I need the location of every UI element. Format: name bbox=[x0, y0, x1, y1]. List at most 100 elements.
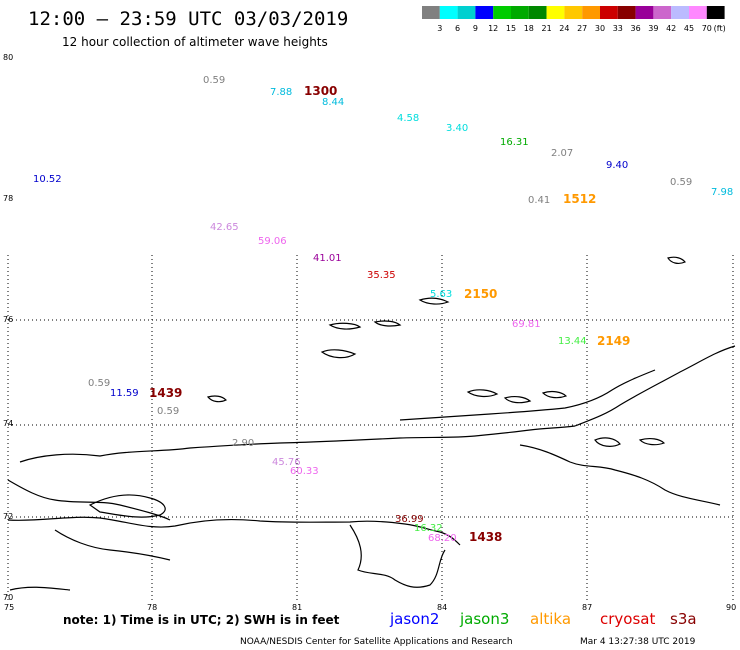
satellite-legend-s3a: s3a bbox=[670, 610, 697, 628]
lon-label-75: 75 bbox=[4, 603, 14, 612]
scale-swatch bbox=[689, 6, 707, 19]
wave-height-label: 69.81 bbox=[512, 319, 541, 330]
scale-swatch bbox=[617, 6, 636, 19]
scale-swatch bbox=[475, 6, 494, 19]
pass-time-label: 1512 bbox=[563, 192, 596, 206]
coastlines bbox=[7, 256, 736, 591]
lat-label-76: 76 bbox=[3, 315, 13, 324]
axis-labels: 75 78 81 84 87 90 80 78 76 74 72 70 bbox=[3, 53, 736, 612]
wave-height-label: 0.59 bbox=[157, 406, 179, 417]
satellite-legend-jason3: jason3 bbox=[459, 610, 509, 628]
wave-height-color-scale: 3 6 9 12 15 18 21 24 27 30 33 36 39 42 45 70 (ft) bbox=[422, 6, 726, 33]
wave-height-label: 16.31 bbox=[500, 137, 529, 148]
wave-height-label: 5.63 bbox=[430, 289, 452, 300]
scale-swatch bbox=[706, 6, 725, 19]
wave-height-label: 60.33 bbox=[290, 466, 319, 477]
island-3 bbox=[418, 297, 450, 305]
scale-swatch bbox=[546, 6, 565, 19]
lon-label-87: 87 bbox=[582, 603, 592, 612]
wave-height-label: 0.59 bbox=[670, 177, 692, 188]
lat-label-80: 80 bbox=[3, 53, 13, 62]
scale-swatch bbox=[564, 6, 583, 19]
island-1 bbox=[328, 322, 362, 330]
scale-label: 39 bbox=[648, 24, 658, 33]
wave-height-label: 2.07 bbox=[551, 148, 573, 159]
pass-time-label: 2150 bbox=[464, 287, 497, 301]
scale-label: 45 bbox=[684, 24, 694, 33]
island-4 bbox=[373, 320, 402, 327]
scale-label: 3 bbox=[437, 24, 442, 33]
wave-height-label: 11.59 bbox=[110, 388, 139, 399]
pass-time-label: 1438 bbox=[469, 530, 502, 544]
scale-label: 12 bbox=[488, 24, 498, 33]
coastline-east-gulf bbox=[519, 444, 721, 506]
wave-height-label: 45.76 bbox=[272, 457, 301, 468]
scale-swatch bbox=[457, 6, 476, 19]
scale-label: 27 bbox=[577, 24, 587, 33]
wave-height-label: 41.01 bbox=[313, 253, 342, 264]
pass-time-label: 2149 bbox=[597, 334, 630, 348]
scale-swatch bbox=[528, 6, 547, 19]
wave-height-label: 0.59 bbox=[203, 75, 225, 86]
island-10 bbox=[594, 437, 621, 447]
scale-label: 33 bbox=[613, 24, 623, 33]
coastline-peninsula bbox=[88, 494, 166, 518]
map-frame bbox=[8, 57, 735, 605]
scale-label: (ft) bbox=[714, 24, 726, 33]
island-11 bbox=[638, 437, 666, 446]
satellite-legend-cryosat: cryosat bbox=[600, 610, 655, 628]
scale-label: 30 bbox=[595, 24, 605, 33]
wave-height-label: 3.40 bbox=[446, 123, 468, 134]
island-6 bbox=[667, 256, 686, 264]
wave-height-label: 13.44 bbox=[558, 336, 587, 347]
graticule bbox=[7, 255, 735, 600]
coastline-mainland bbox=[7, 516, 461, 546]
wave-height-label: 36.99 bbox=[395, 514, 424, 525]
lat-label-72: 72 bbox=[3, 512, 13, 521]
lon-label-84: 84 bbox=[437, 603, 447, 612]
coastline-lower-delta bbox=[349, 524, 446, 588]
scale-swatch bbox=[422, 6, 440, 19]
pass-time-label: 1300 bbox=[304, 84, 337, 98]
pass-time-label: 1439 bbox=[149, 386, 182, 400]
lat-label-74: 74 bbox=[3, 419, 13, 428]
credit-line: NOAA/NESDIS Center for Satellite Applica… bbox=[240, 637, 513, 647]
satellite-legend-altika: altika bbox=[530, 610, 571, 628]
scale-swatch bbox=[511, 6, 529, 19]
generated-timestamp: Mar 4 13:27:38 UTC 2019 bbox=[580, 637, 696, 647]
pass-time-labels: 1300 1512 2150 2149 1439 1438 bbox=[149, 84, 630, 544]
scale-label: 36 bbox=[631, 24, 641, 33]
lat-label-78: 78 bbox=[3, 194, 13, 203]
wave-height-label: 0.41 bbox=[528, 195, 550, 206]
wave-height-label: 2.90 bbox=[232, 438, 254, 449]
lon-label-78: 78 bbox=[147, 603, 157, 612]
island-5 bbox=[206, 395, 228, 403]
lon-label-81: 81 bbox=[292, 603, 302, 612]
wave-height-label: 7.98 bbox=[711, 187, 733, 198]
wave-height-label: 16.32 bbox=[414, 523, 443, 534]
coastline-inner-bay bbox=[7, 479, 171, 591]
scale-label: 6 bbox=[455, 24, 460, 33]
wave-height-label: 9.40 bbox=[606, 160, 628, 171]
coastline-taymyr bbox=[574, 345, 736, 427]
island-8 bbox=[503, 395, 532, 404]
wave-height-label: 7.88 bbox=[270, 87, 292, 98]
wave-height-label: 8.44 bbox=[322, 97, 344, 108]
satellite-legend-jason2: jason2 bbox=[389, 610, 439, 628]
coastline-taymyr-south bbox=[399, 369, 656, 421]
scale-label: 24 bbox=[559, 24, 569, 33]
scale-swatch bbox=[635, 6, 654, 19]
island-9 bbox=[541, 390, 568, 399]
scale-label: 15 bbox=[506, 24, 516, 33]
wave-height-label: 35.35 bbox=[367, 270, 396, 281]
scale-swatch bbox=[582, 6, 600, 19]
lon-label-90: 90 bbox=[726, 603, 736, 612]
footnote: note: 1) Time is in UTC; 2) SWH is in fe… bbox=[63, 613, 340, 627]
lat-label-70: 70 bbox=[3, 593, 13, 602]
wave-height-label: 68.20 bbox=[428, 533, 457, 544]
scale-label: 9 bbox=[473, 24, 478, 33]
coastline-gulf bbox=[19, 425, 576, 463]
island-2 bbox=[320, 349, 357, 359]
map-title: 12:00 — 23:59 UTC 03/03/2019 bbox=[28, 8, 348, 30]
